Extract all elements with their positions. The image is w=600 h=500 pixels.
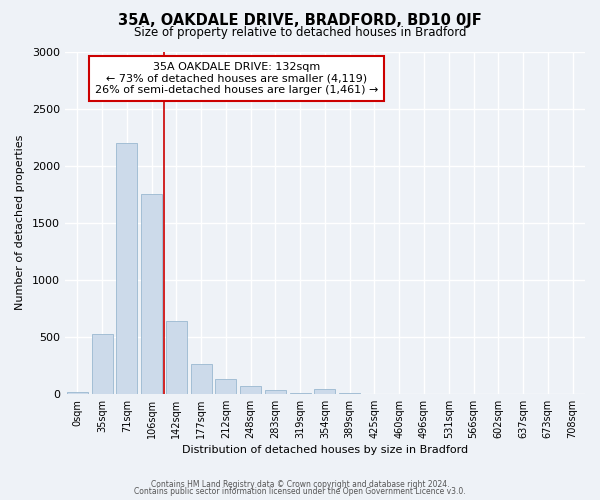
X-axis label: Distribution of detached houses by size in Bradford: Distribution of detached houses by size … [182, 445, 468, 455]
Text: Size of property relative to detached houses in Bradford: Size of property relative to detached ho… [134, 26, 466, 39]
Bar [290, 393, 311, 394]
Bar [166, 321, 187, 394]
Bar [240, 386, 261, 394]
Y-axis label: Number of detached properties: Number of detached properties [15, 135, 25, 310]
Bar [92, 334, 113, 394]
Bar [67, 392, 88, 394]
Bar [265, 390, 286, 394]
Bar [141, 194, 162, 394]
Text: 35A OAKDALE DRIVE: 132sqm
← 73% of detached houses are smaller (4,119)
26% of se: 35A OAKDALE DRIVE: 132sqm ← 73% of detac… [95, 62, 378, 95]
Bar [215, 379, 236, 394]
Bar [339, 393, 360, 394]
Text: 35A, OAKDALE DRIVE, BRADFORD, BD10 0JF: 35A, OAKDALE DRIVE, BRADFORD, BD10 0JF [118, 12, 482, 28]
Text: Contains public sector information licensed under the Open Government Licence v3: Contains public sector information licen… [134, 487, 466, 496]
Text: Contains HM Land Registry data © Crown copyright and database right 2024.: Contains HM Land Registry data © Crown c… [151, 480, 449, 489]
Bar [191, 364, 212, 394]
Bar [314, 390, 335, 394]
Bar [116, 143, 137, 394]
